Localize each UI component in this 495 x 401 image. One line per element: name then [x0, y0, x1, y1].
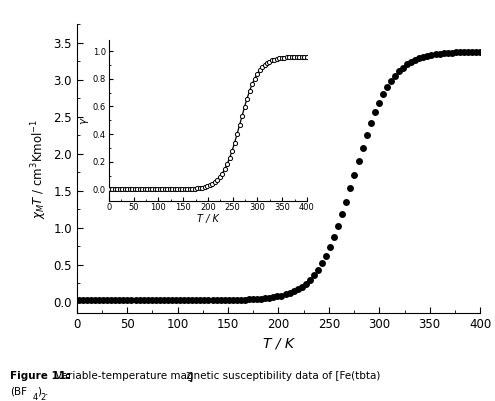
Text: Figure 11:: Figure 11: — [10, 371, 70, 381]
Text: (BF: (BF — [10, 387, 27, 397]
Text: 2: 2 — [41, 393, 46, 401]
Y-axis label: $\gamma$: $\gamma$ — [80, 116, 92, 125]
Text: .: . — [45, 387, 48, 397]
Text: 2: 2 — [186, 372, 191, 381]
Text: 4: 4 — [32, 393, 38, 401]
Y-axis label: $\chi_{M}T$ / cm$^3$Kmol$^{-1}$: $\chi_{M}T$ / cm$^3$Kmol$^{-1}$ — [30, 118, 49, 219]
Text: ): ) — [37, 387, 41, 397]
Text: ]: ] — [189, 371, 193, 381]
Text: Variable-temperature magnetic susceptibility data of [Fe(tbta): Variable-temperature magnetic susceptibi… — [52, 371, 380, 381]
X-axis label: T / K: T / K — [197, 214, 219, 224]
X-axis label: T / K: T / K — [263, 336, 294, 350]
